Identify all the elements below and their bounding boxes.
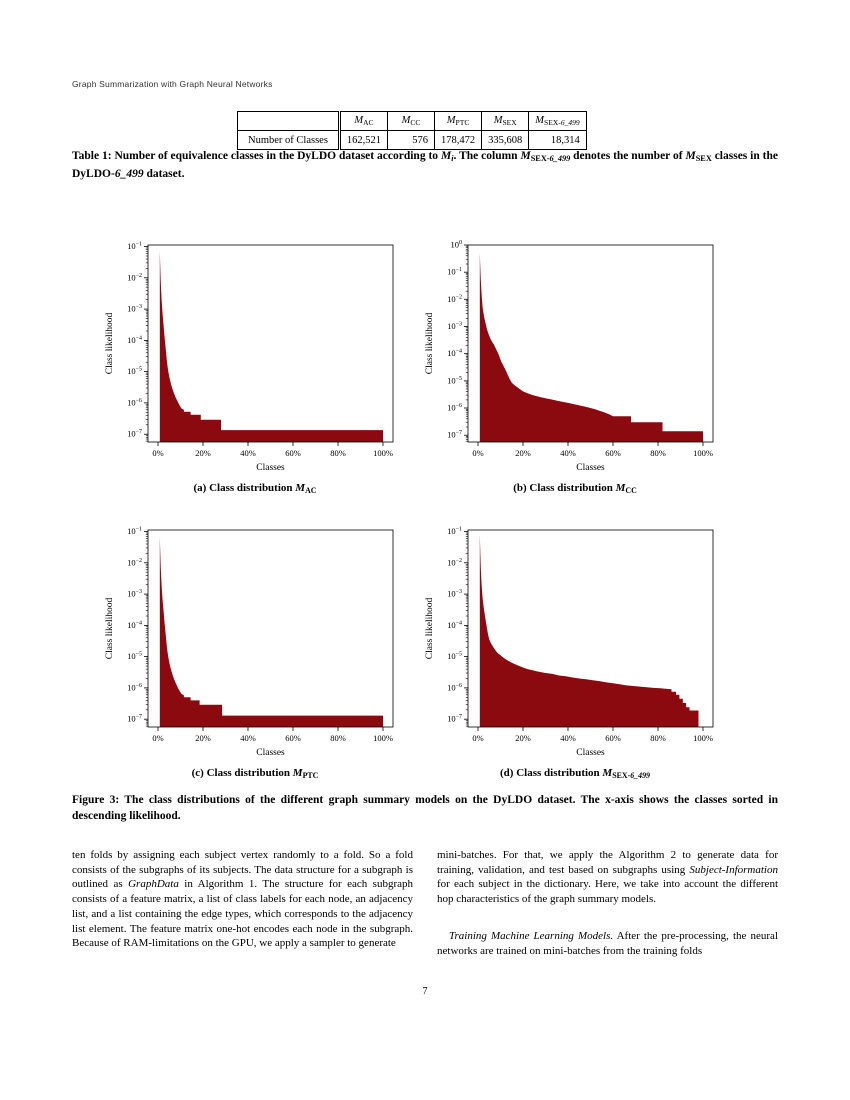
table-value-cell: 18,314 xyxy=(528,130,587,150)
svg-text:10−6: 10−6 xyxy=(127,397,142,407)
svg-text:40%: 40% xyxy=(240,448,256,458)
table-header-cell-mptc: MPTC xyxy=(434,111,483,131)
chart-c-caption: (c) Class distribution MPTC xyxy=(191,767,319,780)
svg-text:10−2: 10−2 xyxy=(127,557,142,567)
svg-text:10−3: 10−3 xyxy=(447,321,462,331)
paragraph: mini-batches. For that, we apply the Alg… xyxy=(437,849,778,906)
svg-text:60%: 60% xyxy=(605,733,621,743)
paragraph: ten folds by assigning each subject vert… xyxy=(72,849,414,950)
svg-text:0%: 0% xyxy=(152,448,163,458)
table-header-cell-mac: MAC xyxy=(338,111,389,131)
svg-text:20%: 20% xyxy=(515,448,531,458)
table-value-cell: 576 xyxy=(387,130,436,150)
svg-text:10−3: 10−3 xyxy=(127,589,142,599)
svg-text:10−5: 10−5 xyxy=(447,375,462,385)
svg-text:100%: 100% xyxy=(373,733,393,743)
chart-b-plot: 100 10−1 10−2 10−3 10−4 10−5 10−6 10−7 0% 20% 40% 6… xyxy=(420,230,730,475)
figure-caption: Figure 3: The class distributions of the… xyxy=(72,794,778,822)
svg-text:80%: 80% xyxy=(650,448,666,458)
table-value-cell: 178,472 xyxy=(434,130,483,150)
svg-text:10−1: 10−1 xyxy=(447,526,462,536)
chart-a-caption: (a) Class distribution MAC xyxy=(193,482,317,495)
svg-text:100: 100 xyxy=(451,240,463,250)
svg-text:10−4: 10−4 xyxy=(447,620,462,630)
svg-text:0%: 0% xyxy=(472,448,483,458)
svg-text:80%: 80% xyxy=(330,733,346,743)
svg-text:40%: 40% xyxy=(560,448,576,458)
svg-text:10−2: 10−2 xyxy=(127,272,142,282)
svg-text:80%: 80% xyxy=(650,733,666,743)
svg-text:10−5: 10−5 xyxy=(127,651,142,661)
table-row: Number of Classes 162,521 576 178,472 33… xyxy=(237,130,587,150)
chart-d-plot: 10−1 10−2 10−3 10−4 10−5 10−6 10−7 0% 20% 40% 60% 8… xyxy=(420,515,730,760)
table-value-cell: 335,608 xyxy=(481,130,530,150)
body-left-column: ten folds by assigning each subject vert… xyxy=(72,848,413,951)
svg-text:20%: 20% xyxy=(195,733,211,743)
svg-text:Classes: Classes xyxy=(256,463,285,473)
chart-b: 100 10−1 10−2 10−3 10−4 10−5 10−6 10−7 0% 20% 40% 6… xyxy=(420,230,730,495)
svg-text:60%: 60% xyxy=(285,448,301,458)
svg-text:10−3: 10−3 xyxy=(127,304,142,314)
page-number: 7 xyxy=(422,986,428,997)
chart-b-caption: (b) Class distribution MCC xyxy=(513,482,637,495)
svg-text:Class likelihood: Class likelihood xyxy=(105,313,115,375)
chart-d: 10−1 10−2 10−3 10−4 10−5 10−6 10−7 0% 20% 40% 60% 8… xyxy=(420,515,730,780)
svg-text:10−6: 10−6 xyxy=(447,403,462,413)
chart-c: 10−1 10−2 10−3 10−4 10−5 10−6 10−7 0% 20% 40% 60% 8… xyxy=(100,515,410,780)
svg-text:10−5: 10−5 xyxy=(127,366,142,376)
chart-d-caption: (d) Class distribution MSEX-6_499 xyxy=(500,767,650,780)
svg-text:10−5: 10−5 xyxy=(447,651,462,661)
svg-text:Class likelihood: Class likelihood xyxy=(105,598,115,660)
svg-text:100%: 100% xyxy=(373,448,393,458)
svg-text:Class likelihood: Class likelihood xyxy=(425,598,435,660)
svg-text:10−2: 10−2 xyxy=(447,557,462,567)
svg-text:100%: 100% xyxy=(693,733,713,743)
svg-text:10−3: 10−3 xyxy=(447,589,462,599)
svg-text:40%: 40% xyxy=(240,733,256,743)
svg-text:0%: 0% xyxy=(152,733,163,743)
svg-text:10−7: 10−7 xyxy=(127,714,142,724)
svg-text:20%: 20% xyxy=(195,448,211,458)
svg-text:10−4: 10−4 xyxy=(127,620,142,630)
svg-text:10−7: 10−7 xyxy=(447,714,462,724)
table-value-cell: 162,521 xyxy=(338,130,389,150)
svg-text:60%: 60% xyxy=(285,733,301,743)
svg-text:10−1: 10−1 xyxy=(447,267,462,277)
svg-text:10−1: 10−1 xyxy=(127,241,142,251)
svg-text:10−6: 10−6 xyxy=(447,682,462,692)
svg-text:60%: 60% xyxy=(605,448,621,458)
svg-text:10−7: 10−7 xyxy=(447,430,462,440)
body-right-column: mini-batches. For that, we apply the Alg… xyxy=(437,848,778,958)
svg-text:10−2: 10−2 xyxy=(447,294,462,304)
svg-text:10−6: 10−6 xyxy=(127,682,142,692)
table-corner-cell xyxy=(237,111,341,131)
paragraph: Training Machine Learning Models. After … xyxy=(437,929,778,957)
chart-a-plot: 10−1 10−2 10−3 10−4 10−5 10−6 10−7 0% 20% 40% 60% 8… xyxy=(100,230,410,475)
table-row-label: Number of Classes xyxy=(237,130,341,150)
svg-text:Class likelihood: Class likelihood xyxy=(425,313,435,375)
svg-text:10−7: 10−7 xyxy=(127,429,142,439)
table-header-row: MAC MCC MPTC MSEX MSEX-6_499 xyxy=(237,111,587,131)
chart-a: 10−1 10−2 10−3 10−4 10−5 10−6 10−7 0% 20% 40% 60% 8… xyxy=(100,230,410,495)
chart-c-plot: 10−1 10−2 10−3 10−4 10−5 10−6 10−7 0% 20% 40% 60% 8… xyxy=(100,515,410,760)
table-header-cell-msex6499: MSEX-6_499 xyxy=(528,111,587,131)
classes-table: MAC MCC MPTC MSEX MSEX-6_499 Number of C… xyxy=(237,111,587,150)
running-header: Graph Summarization with Graph Neural Ne… xyxy=(72,79,273,89)
svg-text:Classes: Classes xyxy=(256,748,285,758)
svg-text:40%: 40% xyxy=(560,733,576,743)
svg-text:80%: 80% xyxy=(330,448,346,458)
svg-text:10−4: 10−4 xyxy=(127,335,142,345)
table-header-cell-mcc: MCC xyxy=(387,111,436,131)
svg-text:Classes: Classes xyxy=(576,748,605,758)
svg-text:10−4: 10−4 xyxy=(447,348,462,358)
svg-text:10−1: 10−1 xyxy=(127,526,142,536)
svg-text:0%: 0% xyxy=(472,733,483,743)
svg-text:20%: 20% xyxy=(515,733,531,743)
svg-text:Classes: Classes xyxy=(576,463,605,473)
table-caption: Table 1: Number of equivalence classes i… xyxy=(72,150,779,180)
svg-text:100%: 100% xyxy=(693,448,713,458)
table-header-cell-msex: MSEX xyxy=(481,111,530,131)
